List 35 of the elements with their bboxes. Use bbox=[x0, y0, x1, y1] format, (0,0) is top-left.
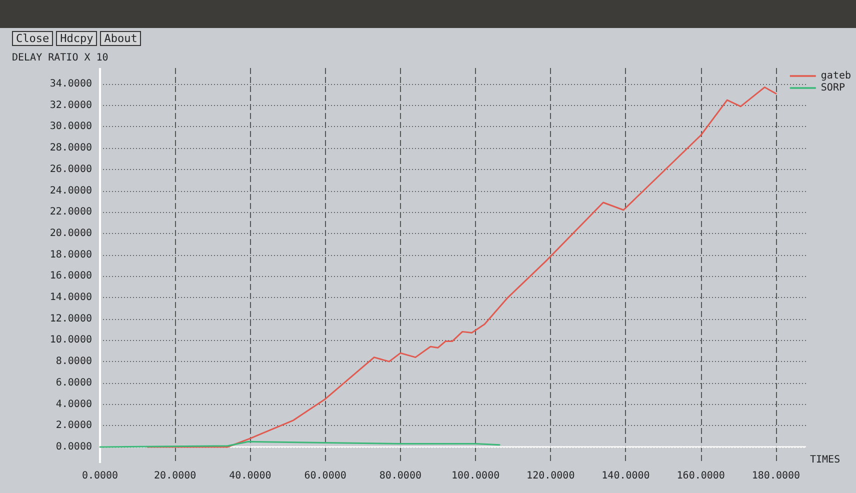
y-tick-label: 34.0000 bbox=[50, 78, 92, 90]
y-tick-label: 4.0000 bbox=[56, 398, 92, 410]
text: About bbox=[100, 31, 142, 46]
y-tick-label: 20.0000 bbox=[50, 228, 92, 239]
y-tick-label: 12.0000 bbox=[50, 313, 92, 324]
y-tick-label: 8.0000 bbox=[56, 356, 92, 368]
x-tick-label: 0.0000 bbox=[82, 470, 118, 482]
y-tick-label: 16.0000 bbox=[50, 270, 92, 282]
x-tick-label: 180.0000 bbox=[752, 470, 800, 482]
y-tick-label: 32.0000 bbox=[50, 100, 92, 111]
y-tick-label: 18.0000 bbox=[50, 249, 92, 260]
text: Close bbox=[12, 31, 54, 46]
x-tick-label: 140.0000 bbox=[602, 470, 650, 482]
y-tick-label: 28.0000 bbox=[50, 142, 92, 154]
x-tick-label: 100.0000 bbox=[451, 470, 500, 482]
y-tick-label: 2.0000 bbox=[56, 420, 92, 432]
y-tick-label: 26.0000 bbox=[50, 164, 92, 175]
y-axis-title: DELAY RATIO X 10 bbox=[12, 52, 108, 64]
y-tick-label: 0.0000 bbox=[56, 441, 92, 452]
x-tick-label: 60.0000 bbox=[304, 470, 346, 482]
y-tick-label: 6.0000 bbox=[56, 377, 92, 388]
legend-label: SORP bbox=[820, 82, 845, 94]
x-axis-title: TIMES bbox=[810, 454, 840, 466]
legend-label: gateb bbox=[820, 70, 852, 82]
x-tick-label: 40.0000 bbox=[229, 470, 272, 482]
y-tick-label: 30.0000 bbox=[50, 121, 92, 132]
x-tick-label: 120.0000 bbox=[526, 470, 575, 482]
y-tick-label: 14.0000 bbox=[50, 292, 92, 304]
y-tick-label: 22.0000 bbox=[50, 206, 92, 218]
x-tick-label: 20.0000 bbox=[154, 470, 196, 482]
text: Hdcpy bbox=[56, 31, 98, 46]
x-tick-label: 160.0000 bbox=[676, 470, 725, 482]
x-tick-label: 80.0000 bbox=[379, 470, 422, 482]
y-tick-label: 10.0000 bbox=[50, 334, 92, 346]
y-tick-label: 24.0000 bbox=[50, 185, 92, 196]
